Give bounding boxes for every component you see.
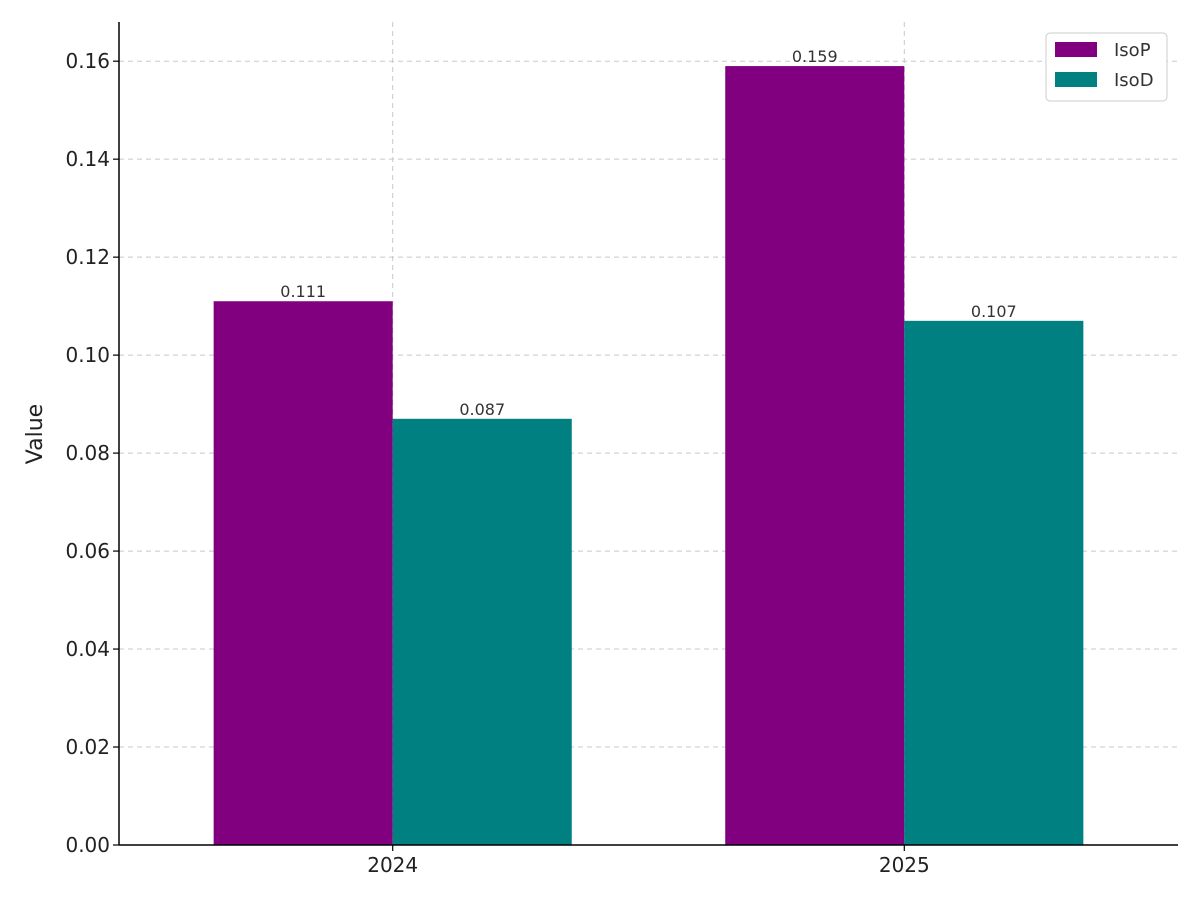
legend-swatch-isop bbox=[1055, 42, 1097, 57]
y-tick-label: 0.10 bbox=[65, 343, 110, 367]
bar-isod-2024 bbox=[392, 418, 572, 845]
data-label: 0.159 bbox=[792, 47, 838, 66]
legend-swatch-isod bbox=[1055, 72, 1097, 87]
x-tick-label: 2024 bbox=[367, 853, 418, 877]
x-tick-label: 2025 bbox=[879, 853, 930, 877]
x-ticks: 2024 2025 bbox=[367, 845, 930, 877]
y-tick-label: 0.12 bbox=[65, 245, 110, 269]
y-tick-label: 0.06 bbox=[65, 539, 110, 563]
legend-label-isod: IsoD bbox=[1114, 70, 1154, 91]
y-ticks: 0.00 0.02 0.04 0.06 0.08 0.10 0.12 0.14 0.16 bbox=[65, 49, 119, 857]
data-label: 0.087 bbox=[459, 400, 505, 419]
legend: IsoP IsoD bbox=[1045, 32, 1168, 102]
y-tick-label: 0.02 bbox=[65, 735, 110, 759]
y-axis-label: Value bbox=[23, 404, 48, 464]
bar-isop-2025 bbox=[725, 66, 905, 845]
y-tick-label: 0.00 bbox=[65, 833, 110, 857]
y-tick-label: 0.04 bbox=[65, 637, 110, 661]
bar-isod-2025 bbox=[904, 320, 1084, 845]
y-tick-label: 0.16 bbox=[65, 49, 110, 73]
y-tick-label: 0.14 bbox=[65, 147, 110, 171]
data-labels: 0.111 0.159 0.087 0.107 bbox=[280, 47, 1016, 419]
data-label: 0.107 bbox=[971, 302, 1017, 321]
data-label: 0.111 bbox=[280, 282, 326, 301]
y-tick-label: 0.08 bbox=[65, 441, 110, 465]
legend-label-isop: IsoP bbox=[1114, 40, 1151, 61]
bars bbox=[213, 66, 1084, 845]
bar-isop-2024 bbox=[213, 301, 393, 845]
